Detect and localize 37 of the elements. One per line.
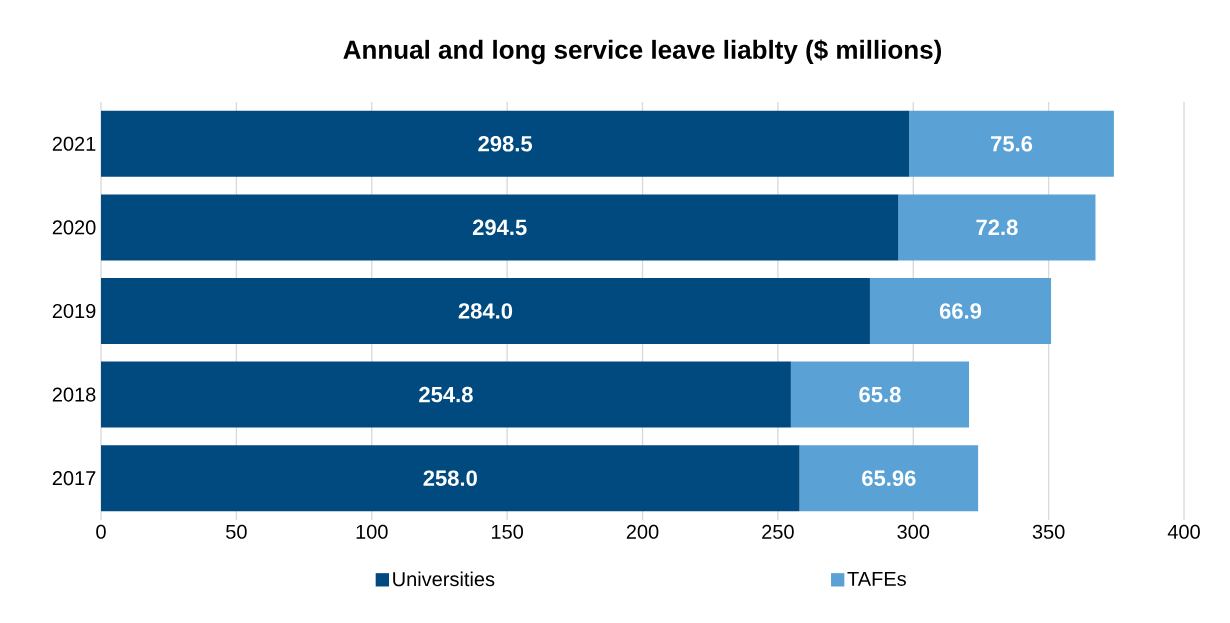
data-label: 298.5: [478, 135, 533, 152]
y-tick-label: 2019: [52, 303, 96, 319]
bar: [101, 361, 791, 428]
data-label: 66.9: [939, 303, 982, 319]
data-label: 65.8: [859, 386, 901, 403]
x-tick-label: 150: [491, 524, 524, 539]
data-label: 254.8: [419, 386, 473, 403]
x-tick-label: 50: [226, 524, 247, 539]
data-label: 72.8: [976, 219, 1018, 236]
bar: [799, 445, 979, 512]
legend-label: TAFEs: [847, 571, 906, 586]
chart-title: Annual and long service leave liablty ($ millions): [343, 39, 942, 65]
bar: [101, 277, 870, 344]
y-tick-label: 2021: [52, 136, 96, 151]
data-label: 284.0: [458, 303, 513, 319]
legend-label: Universities: [393, 571, 495, 587]
data-label: 75.6: [991, 135, 1033, 152]
bar: [869, 277, 1052, 344]
data-label: 258.0: [423, 470, 477, 486]
x-tick-label: 200: [626, 524, 659, 539]
bar: [898, 194, 1096, 261]
bar: [790, 361, 970, 428]
x-tick-label: 0: [96, 524, 106, 539]
data-label: 294.5: [472, 219, 527, 236]
bar: [101, 110, 910, 177]
x-tick-label: 350: [1032, 524, 1065, 539]
bar: [101, 194, 899, 261]
bar: [909, 110, 1114, 177]
x-tick-label: 300: [897, 524, 930, 539]
x-tick-label: 100: [356, 524, 388, 539]
data-label: 65.96: [862, 470, 916, 486]
y-tick-label: 2017: [52, 471, 96, 486]
y-tick-label: 2020: [52, 220, 96, 235]
x-tick-label: 250: [762, 524, 794, 539]
y-tick-label: 2018: [52, 387, 96, 402]
bar: [101, 445, 800, 512]
x-tick-label: 400: [1167, 524, 1200, 539]
